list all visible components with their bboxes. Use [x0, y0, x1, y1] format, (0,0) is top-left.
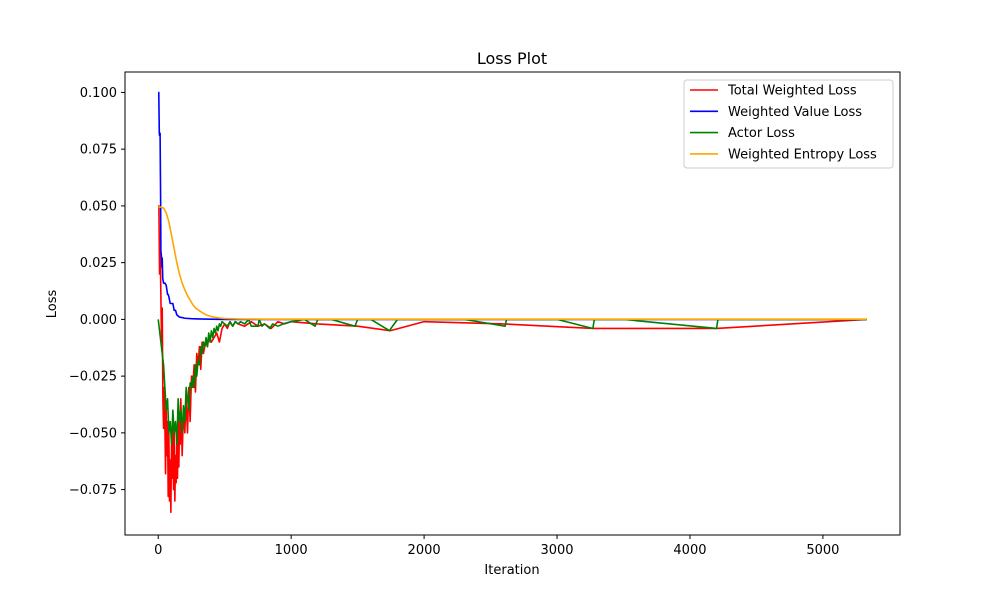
y-tick-label: −0.075: [69, 483, 117, 498]
legend-label-2: Actor Loss: [728, 126, 795, 141]
x-tick-label: 5000: [806, 543, 839, 558]
x-tick-label: 0: [154, 543, 162, 558]
x-tick-label: 4000: [673, 543, 706, 558]
legend: Total Weighted Loss Weighted Value Loss Ac…: [683, 79, 894, 169]
x-axis: 0 1000 2000 3000 4000 5000: [154, 535, 839, 558]
x-axis-label: Iteration: [484, 563, 539, 578]
y-tick-label: 0.025: [80, 256, 117, 271]
y-tick-label: 0.000: [80, 313, 117, 328]
series-line-3: [158, 206, 867, 320]
y-axis: −0.075 −0.050 −0.025 0.000 0.025 0.050 0.075 0.…: [69, 86, 125, 498]
y-tick-label: 0.050: [80, 199, 117, 214]
x-tick-label: 3000: [540, 543, 573, 558]
legend-frame: [683, 79, 894, 169]
series-line-1: [157, 91, 867, 321]
y-tick-label: −0.025: [69, 370, 117, 385]
legend-label-1: Weighted Value Loss: [728, 105, 862, 120]
series-layer: [157, 91, 867, 514]
legend-label-3: Weighted Entropy Loss: [728, 147, 877, 162]
legend-label-0: Total Weighted Loss: [727, 84, 857, 99]
x-tick-label: 1000: [275, 543, 308, 558]
plot-area-frame: [124, 71, 901, 536]
x-tick-label: 2000: [408, 543, 441, 558]
y-axis-label: Loss: [45, 290, 60, 319]
chart-title: Loss Plot: [477, 49, 547, 68]
series-line-0: [158, 205, 867, 514]
y-tick-label: 0.100: [80, 86, 117, 101]
y-tick-label: 0.075: [80, 143, 117, 158]
y-tick-label: −0.050: [69, 426, 117, 441]
